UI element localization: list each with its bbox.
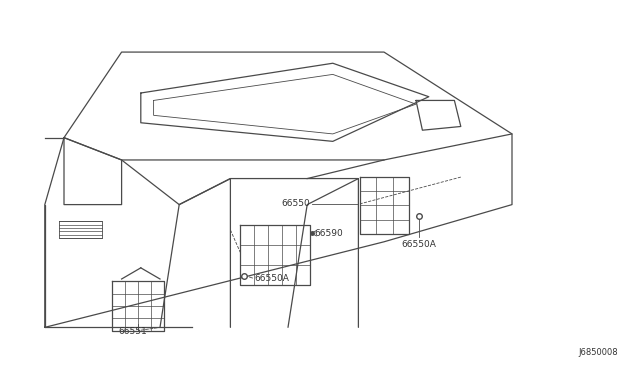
- Text: 66590: 66590: [314, 229, 343, 238]
- Text: 66550: 66550: [281, 199, 310, 208]
- Text: J6850008: J6850008: [578, 348, 618, 357]
- Text: 66550A: 66550A: [402, 240, 436, 249]
- Text: 66550A: 66550A: [255, 273, 289, 282]
- Text: 66551: 66551: [118, 327, 147, 336]
